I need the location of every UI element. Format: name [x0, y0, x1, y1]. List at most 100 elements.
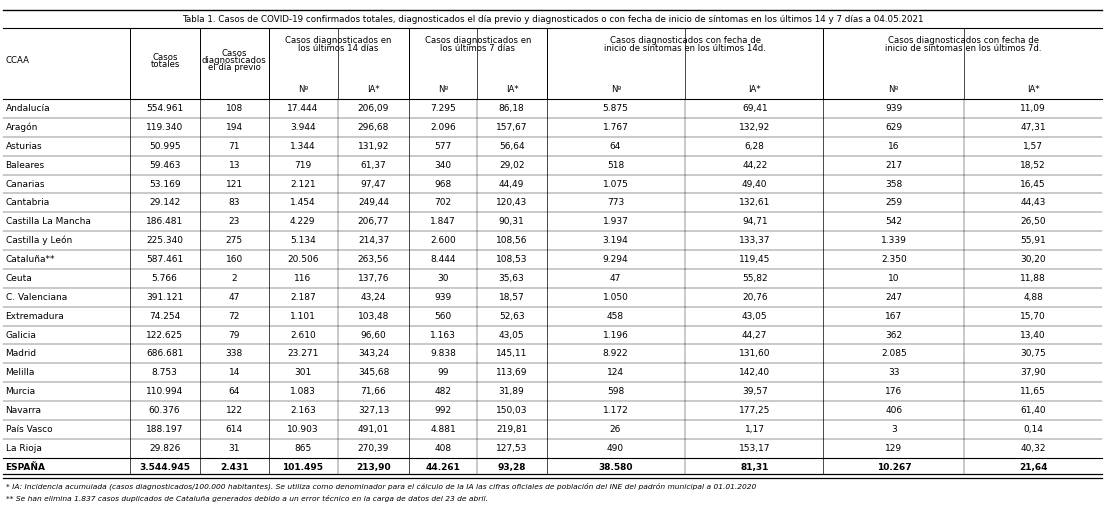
Text: 8.922: 8.922	[602, 349, 629, 359]
Text: 4,88: 4,88	[1023, 293, 1043, 302]
Text: 94,71: 94,71	[741, 217, 768, 226]
Text: 61,37: 61,37	[360, 160, 387, 170]
Text: 3.544.945: 3.544.945	[139, 463, 190, 472]
Text: 1,17: 1,17	[745, 425, 765, 434]
Text: 1.847: 1.847	[430, 217, 456, 226]
Text: 55,82: 55,82	[741, 274, 768, 283]
Text: IA*: IA*	[506, 85, 518, 94]
Text: Navarra: Navarra	[6, 406, 42, 415]
Text: 1.339: 1.339	[881, 236, 907, 245]
Text: 518: 518	[607, 160, 624, 170]
Text: 14: 14	[229, 368, 240, 377]
Text: 340: 340	[434, 160, 452, 170]
Text: 108,53: 108,53	[496, 255, 527, 264]
Text: La Rioja: La Rioja	[6, 444, 41, 453]
Text: 5.134: 5.134	[290, 236, 316, 245]
Text: 2.600: 2.600	[430, 236, 456, 245]
Text: 2.096: 2.096	[430, 123, 456, 132]
Text: 55,91: 55,91	[1020, 236, 1046, 245]
Text: Nº: Nº	[298, 85, 308, 94]
Text: 44,43: 44,43	[1021, 198, 1045, 207]
Text: 8.444: 8.444	[430, 255, 456, 264]
Text: 20,76: 20,76	[741, 293, 768, 302]
Text: Cataluña**: Cataluña**	[6, 255, 55, 264]
Text: 44,27: 44,27	[743, 331, 767, 340]
Text: 18,57: 18,57	[498, 293, 525, 302]
Text: 127,53: 127,53	[496, 444, 527, 453]
Text: 2.085: 2.085	[881, 349, 907, 359]
Text: 482: 482	[434, 387, 452, 396]
Text: 614: 614	[225, 425, 243, 434]
Text: totales: totales	[150, 60, 180, 69]
Text: 131,92: 131,92	[358, 142, 389, 151]
Text: 343,24: 343,24	[358, 349, 389, 359]
Text: 259: 259	[885, 198, 903, 207]
Text: 43,05: 43,05	[498, 331, 525, 340]
Text: 38.580: 38.580	[598, 463, 633, 472]
Text: 1.101: 1.101	[290, 312, 316, 320]
Text: 29.826: 29.826	[149, 444, 180, 453]
Text: 160: 160	[225, 255, 243, 264]
Text: 1.163: 1.163	[430, 331, 456, 340]
Text: 2.350: 2.350	[881, 255, 907, 264]
Text: 37,90: 37,90	[1020, 368, 1046, 377]
Text: 345,68: 345,68	[358, 368, 389, 377]
Text: Castilla La Mancha: Castilla La Mancha	[6, 217, 91, 226]
Text: 214,37: 214,37	[358, 236, 389, 245]
Text: 47,31: 47,31	[1020, 123, 1046, 132]
Text: 8.753: 8.753	[151, 368, 178, 377]
Text: 560: 560	[434, 312, 452, 320]
Text: 90,31: 90,31	[498, 217, 525, 226]
Text: 39,57: 39,57	[741, 387, 768, 396]
Text: 406: 406	[885, 406, 903, 415]
Text: Andalucía: Andalucía	[6, 104, 50, 113]
Text: 275: 275	[225, 236, 243, 245]
Text: 40,32: 40,32	[1020, 444, 1046, 453]
Text: 598: 598	[607, 387, 624, 396]
Text: 81,31: 81,31	[740, 463, 769, 472]
Text: 18,52: 18,52	[1020, 160, 1046, 170]
Text: 491,01: 491,01	[358, 425, 389, 434]
Text: 69,41: 69,41	[741, 104, 768, 113]
Text: 59.463: 59.463	[149, 160, 180, 170]
Text: Casos diagnosticados con fecha de: Casos diagnosticados con fecha de	[887, 36, 1039, 45]
Text: 10.903: 10.903	[287, 425, 318, 434]
Text: 1.075: 1.075	[602, 180, 629, 188]
Text: 1.344: 1.344	[290, 142, 316, 151]
Text: 6,28: 6,28	[745, 142, 765, 151]
Text: 1,57: 1,57	[1023, 142, 1043, 151]
Text: diagnosticados: diagnosticados	[202, 56, 266, 65]
Text: 270,39: 270,39	[358, 444, 389, 453]
Text: 29,02: 29,02	[498, 160, 525, 170]
Text: 50.995: 50.995	[149, 142, 180, 151]
Text: 490: 490	[607, 444, 624, 453]
Text: 186.481: 186.481	[146, 217, 183, 226]
Text: Ceuta: Ceuta	[6, 274, 32, 283]
Text: 939: 939	[434, 293, 452, 302]
Text: 52,63: 52,63	[498, 312, 525, 320]
Text: 71,66: 71,66	[360, 387, 387, 396]
Text: 132,92: 132,92	[739, 123, 770, 132]
Text: 391.121: 391.121	[146, 293, 183, 302]
Text: 4.229: 4.229	[290, 217, 316, 226]
Text: 72: 72	[229, 312, 240, 320]
Text: 206,09: 206,09	[358, 104, 389, 113]
Text: 97,47: 97,47	[360, 180, 387, 188]
Text: 219,81: 219,81	[496, 425, 527, 434]
Text: 5.875: 5.875	[602, 104, 629, 113]
Text: 2.163: 2.163	[290, 406, 316, 415]
Text: 60.376: 60.376	[149, 406, 180, 415]
Text: 108: 108	[225, 104, 243, 113]
Text: 11,65: 11,65	[1020, 387, 1046, 396]
Text: 167: 167	[885, 312, 903, 320]
Text: 408: 408	[434, 444, 452, 453]
Text: Nº: Nº	[611, 85, 621, 94]
Text: 132,61: 132,61	[739, 198, 770, 207]
Text: 96,60: 96,60	[360, 331, 387, 340]
Text: 301: 301	[294, 368, 312, 377]
Text: Casos: Casos	[152, 53, 178, 62]
Text: 31: 31	[229, 444, 240, 453]
Text: C. Valenciana: C. Valenciana	[6, 293, 66, 302]
Text: 120,43: 120,43	[496, 198, 527, 207]
Text: 2.121: 2.121	[290, 180, 316, 188]
